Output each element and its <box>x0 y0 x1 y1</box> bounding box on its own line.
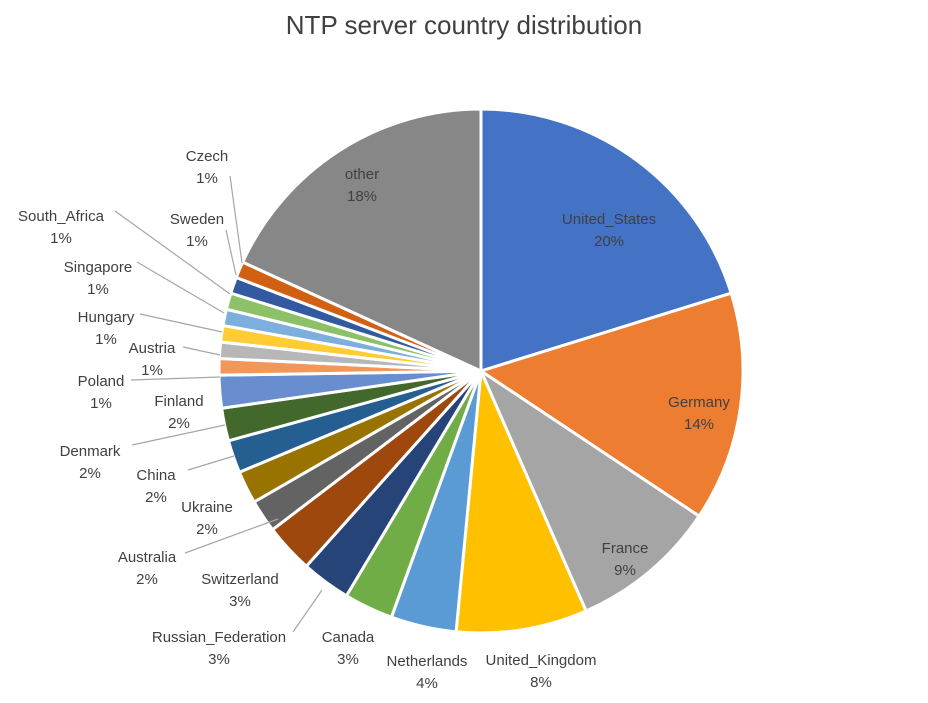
data-label-percent: 20% <box>594 233 624 250</box>
data-label-category: Singapore <box>64 259 132 276</box>
data-label-category: Ukraine <box>181 499 233 516</box>
data-label-percent: 3% <box>208 651 230 668</box>
data-label-other: other 18% <box>345 166 379 205</box>
data-label-czech: Czech 1% <box>186 148 229 187</box>
data-label-category: Finland <box>154 393 203 410</box>
leader-line-south-africa <box>114 210 231 295</box>
data-label-percent: 2% <box>168 415 190 432</box>
data-label-percent: 2% <box>145 489 167 506</box>
data-label-category: Hungary <box>78 309 135 326</box>
leader-line-russian-federation <box>292 589 323 633</box>
data-label-category: France <box>602 540 649 557</box>
data-label-canada: Canada 3% <box>322 629 375 668</box>
data-label-category: United_Kingdom <box>486 652 597 669</box>
leader-line-czech <box>229 175 243 264</box>
data-label-category: Netherlands <box>387 653 468 670</box>
pie-slice-united-kingdom <box>454 369 588 635</box>
data-label-category: Australia <box>118 549 177 566</box>
data-label-percent: 2% <box>196 521 218 538</box>
data-label-percent: 8% <box>530 674 552 691</box>
leader-line-hungary <box>139 313 223 333</box>
data-label-percent: 1% <box>95 331 117 348</box>
data-label-category: Czech <box>186 148 229 165</box>
data-label-poland: Poland 1% <box>78 373 125 412</box>
data-label-percent: 1% <box>50 230 72 247</box>
data-label-denmark: Denmark 2% <box>60 443 121 482</box>
data-label-france: France 9% <box>602 540 649 579</box>
data-label-sweden: Sweden 1% <box>170 211 224 250</box>
data-label-category: Switzerland <box>201 571 279 588</box>
pie-slice-united-states <box>479 107 733 373</box>
leader-line-poland <box>130 376 221 381</box>
leader-line-austria <box>182 346 221 356</box>
leader-line-australia <box>184 518 279 554</box>
pie-slice-germany <box>479 291 745 518</box>
data-label-category: Sweden <box>170 211 224 228</box>
leader-line-china <box>187 455 235 471</box>
data-label-ukraine: Ukraine 2% <box>181 499 233 538</box>
data-label-percent: 3% <box>229 593 251 610</box>
data-label-percent: 1% <box>87 281 109 298</box>
leader-line-sweden <box>225 229 237 276</box>
data-label-category: Germany <box>668 394 730 411</box>
data-label-category: other <box>345 166 379 183</box>
data-label-category: United_States <box>562 211 656 228</box>
chart-title: NTP server country distribution <box>285 10 643 40</box>
data-label-percent: 3% <box>337 651 359 668</box>
data-label-russian-federation: Russian_Federation 3% <box>152 629 286 668</box>
data-label-category: Canada <box>322 629 375 646</box>
data-label-category: Denmark <box>60 443 121 460</box>
data-label-switzerland: Switzerland 3% <box>201 571 279 610</box>
data-label-category: China <box>136 467 176 484</box>
leader-line-singapore <box>136 261 225 314</box>
data-label-australia: Australia 2% <box>118 549 177 588</box>
data-label-hungary: Hungary 1% <box>78 309 135 348</box>
data-label-category: Austria <box>129 340 176 357</box>
data-label-percent: 18% <box>347 188 377 205</box>
data-label-percent: 1% <box>196 170 218 187</box>
pie-slice-france <box>479 369 701 613</box>
data-label-united-states: United_States 20% <box>562 211 656 250</box>
data-label-percent: 1% <box>186 233 208 250</box>
data-label-category: Poland <box>78 373 125 390</box>
data-label-finland: Finland 2% <box>154 393 203 432</box>
data-label-category: Russian_Federation <box>152 629 286 646</box>
data-label-singapore: Singapore 1% <box>64 259 132 298</box>
data-label-united-kingdom: United_Kingdom 8% <box>486 652 597 691</box>
data-label-netherlands: Netherlands 4% <box>387 653 468 692</box>
data-label-china: China 2% <box>136 467 176 506</box>
data-label-percent: 4% <box>416 675 438 692</box>
data-label-percent: 1% <box>90 395 112 412</box>
data-label-percent: 14% <box>684 416 714 433</box>
data-label-austria: Austria 1% <box>129 340 176 379</box>
data-label-category: South_Africa <box>18 208 105 225</box>
leader-line-denmark <box>131 424 226 446</box>
data-label-germany: Germany 14% <box>668 394 730 433</box>
pie-slice-other <box>241 107 483 373</box>
data-label-percent: 2% <box>79 465 101 482</box>
data-label-percent: 9% <box>614 562 636 579</box>
data-label-percent: 1% <box>141 362 163 379</box>
data-label-percent: 2% <box>136 571 158 588</box>
data-label-south-africa: South_Africa 1% <box>18 208 105 247</box>
